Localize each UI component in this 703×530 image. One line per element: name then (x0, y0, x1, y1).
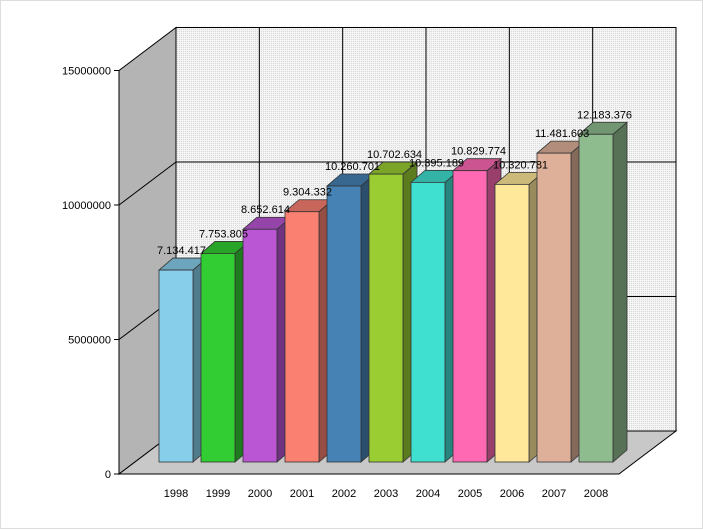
x-tick-label: 2003 (374, 488, 398, 500)
bar-front (200, 253, 236, 463)
bar-2007 (535, 140, 587, 463)
x-tick-label: 2002 (332, 488, 356, 500)
bar-front (158, 269, 194, 463)
x-tick-label: 2008 (584, 488, 608, 500)
data-label: 10.260.701 (325, 161, 380, 173)
bar-2000 (241, 216, 293, 463)
data-label: 10.395.189 (409, 157, 464, 169)
data-label: 10.829.774 (451, 146, 506, 158)
bar-front (578, 133, 614, 463)
bar-front (284, 211, 320, 463)
bar-front (242, 228, 278, 463)
bar-1998 (157, 257, 209, 463)
data-label: 10.702.634 (367, 149, 422, 161)
y-tick-label: 5000000 (68, 335, 111, 347)
bar-2003 (367, 161, 419, 463)
y-tick-label: 0 (105, 469, 111, 481)
x-tick-label: 1999 (206, 488, 230, 500)
x-tick-label: 2007 (542, 488, 566, 500)
bar-front (536, 152, 572, 463)
data-label: 7.134.417 (157, 245, 206, 257)
bar-2006 (493, 171, 545, 463)
data-label: 8.652.614 (241, 204, 290, 216)
data-label: 9.304.332 (283, 187, 332, 199)
data-label: 12.183.376 (577, 109, 632, 121)
bar-front (368, 173, 404, 463)
bar-2002 (325, 173, 377, 463)
bar-side (612, 121, 628, 463)
data-label: 10.320.781 (493, 159, 548, 171)
bar-2008 (577, 121, 629, 463)
gridline-left-wall (118, 161, 177, 206)
bar-front (326, 185, 362, 463)
data-label: 11.481.603 (535, 128, 589, 140)
x-tick-label: 2001 (290, 488, 314, 500)
bar-1999 (199, 240, 251, 463)
x-tick-label: 2000 (248, 488, 272, 500)
y-tick-label: 15000000 (62, 66, 111, 78)
x-tick-label: 2004 (416, 488, 440, 500)
bar-2004 (409, 169, 461, 463)
x-tick-label: 2006 (500, 488, 524, 500)
bar-2001 (283, 198, 335, 463)
bar-front (452, 170, 488, 463)
y-tick-label: 10000000 (62, 200, 111, 212)
bar-2005 (451, 157, 503, 463)
x-tick-label: 1998 (164, 488, 188, 500)
bar-front (410, 181, 446, 463)
x-tick-label: 2005 (458, 488, 482, 500)
data-label: 7.753.805 (199, 228, 248, 240)
bar-front (494, 183, 530, 463)
